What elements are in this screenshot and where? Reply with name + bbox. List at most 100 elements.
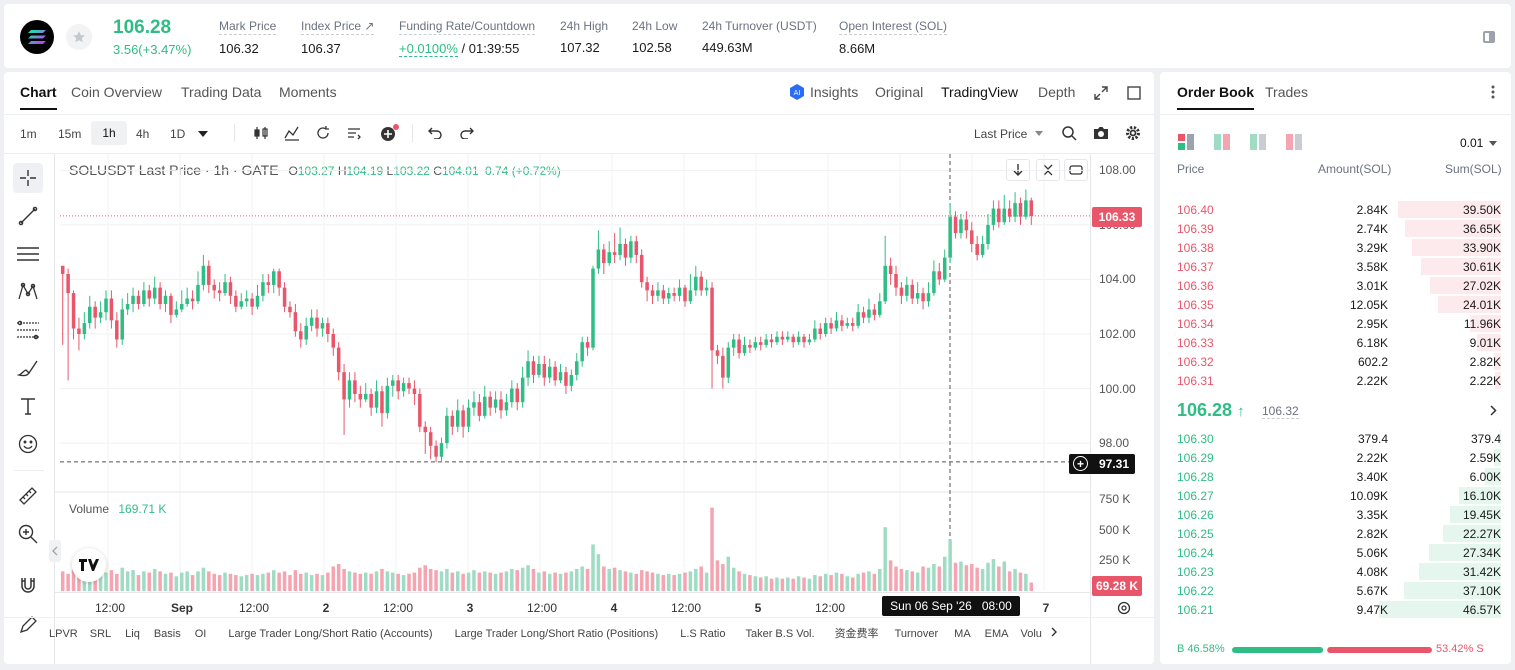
favorite-star-icon[interactable]	[66, 24, 92, 50]
add-plus-icon[interactable]	[378, 123, 400, 143]
indicator-item[interactable]: Large Trader Long/Short Ratio (Accounts)	[228, 628, 433, 640]
ruler-icon[interactable]	[13, 481, 43, 511]
stat-open-interest[interactable]: Open Interest (SOL) 8.66M	[839, 19, 948, 56]
view-bids-icon[interactable]	[1249, 134, 1267, 150]
indicator-item[interactable]: Liq	[125, 628, 140, 640]
brush-icon[interactable]	[13, 353, 43, 383]
chevron-down-icon[interactable]	[1488, 139, 1498, 147]
interval-1d[interactable]: 1D	[170, 127, 186, 141]
ask-row[interactable]: 106.32 602.2 2.82K	[1160, 352, 1511, 371]
candle	[737, 334, 741, 359]
indicator-item[interactable]: EMA	[984, 628, 1009, 640]
window-icon[interactable]	[1124, 83, 1144, 103]
bid-row[interactable]: 106.27 10.09K 16.10K	[1160, 486, 1511, 505]
zoom-in-icon[interactable]	[13, 519, 43, 549]
tab-trading-data[interactable]: Trading Data	[181, 84, 262, 100]
template-icon[interactable]	[345, 124, 363, 142]
view-tab-original[interactable]: Original	[875, 84, 924, 100]
indicator-item[interactable]: LPVR	[49, 628, 78, 640]
tab-coin-overview[interactable]: Coin Overview	[71, 84, 163, 100]
bid-row[interactable]: 106.24 5.06K 27.34K	[1160, 543, 1511, 562]
ask-row[interactable]: 106.34 2.95K 11.96K	[1160, 314, 1511, 333]
chevron-down-icon[interactable]	[1034, 129, 1044, 137]
interval-4h[interactable]: 4h	[136, 127, 150, 141]
ask-row[interactable]: 106.31 2.22K 2.22K	[1160, 371, 1511, 390]
ai-insights-icon[interactable]: AI	[788, 83, 806, 101]
bid-row[interactable]: 106.30 379.4 379.4	[1160, 429, 1511, 448]
indicator-item[interactable]: Taker B.S Vol.	[745, 628, 815, 640]
undo-icon[interactable]	[426, 124, 444, 142]
indicator-item[interactable]: SRL	[89, 628, 112, 640]
indicator-item[interactable]: 资金费率	[834, 628, 879, 640]
more-vertical-icon[interactable]	[1484, 83, 1502, 101]
stat-funding-rate[interactable]: Funding Rate/Countdown +0.0100% / 01:39:…	[399, 19, 536, 57]
ask-row[interactable]: 106.36 3.01K 27.02K	[1160, 276, 1511, 295]
collapse-toolbar-icon[interactable]	[49, 540, 61, 562]
indicator-item[interactable]: Large Trader Long/Short Ratio (Positions…	[454, 628, 659, 640]
view-split-icon[interactable]	[1213, 134, 1231, 150]
tradingview-logo-icon[interactable]	[72, 548, 106, 582]
indicator-item[interactable]: Turnover	[894, 628, 939, 640]
price-axis[interactable]	[1090, 154, 1154, 664]
search-icon[interactable]	[1060, 124, 1078, 142]
interval-1m[interactable]: 1m	[20, 127, 37, 141]
stat-mark-price[interactable]: Mark Price 106.32	[219, 19, 277, 56]
precision-select[interactable]: 0.01	[1460, 136, 1484, 150]
price-chart[interactable]	[4, 154, 1154, 664]
bid-row[interactable]: 106.22 5.67K 37.10K	[1160, 581, 1511, 600]
chevron-right-icon[interactable]	[1048, 625, 1060, 639]
expand-icon[interactable]	[1091, 83, 1111, 103]
bid-row[interactable]: 106.21 9.47K 46.57K	[1160, 600, 1511, 619]
candle-type-icon[interactable]	[252, 124, 270, 142]
view-tab-tradingview[interactable]: TradingView	[941, 84, 1019, 100]
text-icon[interactable]	[13, 391, 43, 421]
ask-row[interactable]: 106.33 6.18K 9.01K	[1160, 333, 1511, 352]
trend-line-icon[interactable]	[13, 201, 43, 231]
book-icon[interactable]	[1478, 26, 1500, 48]
tab-chart[interactable]: Chart	[20, 84, 57, 110]
bid-row[interactable]: 106.29 2.22K 2.59K	[1160, 448, 1511, 467]
ask-row[interactable]: 106.37 3.58K 30.61K	[1160, 257, 1511, 276]
ask-row[interactable]: 106.40 2.84K 39.50K	[1160, 200, 1511, 219]
chevron-right-icon[interactable]	[1486, 403, 1500, 417]
pattern-icon[interactable]	[13, 277, 43, 307]
view-tab-insights[interactable]: Insights	[810, 84, 859, 100]
redo-icon[interactable]	[458, 124, 476, 142]
crosshair-icon[interactable]	[13, 163, 43, 193]
horizontal-lines-icon[interactable]	[13, 239, 43, 269]
interval-1h[interactable]: 1h	[91, 121, 127, 145]
interval-15m[interactable]: 15m	[58, 127, 82, 141]
indicator-item[interactable]: Volu	[1020, 628, 1042, 640]
bid-row[interactable]: 106.23 4.08K 31.42K	[1160, 562, 1511, 581]
stat-index-price[interactable]: Index Price ↗ 106.37	[301, 19, 375, 56]
view-asks-icon[interactable]	[1285, 134, 1303, 150]
camera-icon[interactable]	[1092, 124, 1110, 142]
bid-row[interactable]: 106.25 2.82K 22.27K	[1160, 524, 1511, 543]
tab-trades[interactable]: Trades	[1265, 84, 1309, 100]
indicator-item[interactable]: MA	[954, 628, 971, 640]
replay-icon[interactable]	[314, 124, 332, 142]
volume-bar	[423, 565, 428, 591]
bid-row[interactable]: 106.26 3.35K 19.45K	[1160, 505, 1511, 524]
tab-moments[interactable]: Moments	[279, 84, 337, 100]
indicator-item[interactable]: OI	[194, 628, 207, 640]
add-alert-icon[interactable]: +	[1073, 456, 1088, 471]
indicator-item[interactable]: L.S Ratio	[680, 628, 726, 640]
ask-row[interactable]: 106.39 2.74K 36.65K	[1160, 219, 1511, 238]
price-type-select[interactable]: Last Price	[974, 127, 1028, 141]
ask-row[interactable]: 106.38 3.29K 33.90K	[1160, 238, 1511, 257]
magnet-icon[interactable]	[13, 570, 43, 600]
ask-row[interactable]: 106.35 12.05K 24.01K	[1160, 295, 1511, 314]
fib-retracement-icon[interactable]	[13, 315, 43, 345]
pencil-lock-icon[interactable]	[13, 610, 43, 640]
tab-order-book[interactable]: Order Book	[1177, 84, 1255, 110]
emoji-icon[interactable]	[13, 429, 43, 459]
view-both-icon[interactable]	[1177, 134, 1195, 150]
indicator-item[interactable]: Basis	[153, 628, 181, 640]
reset-target-icon[interactable]	[1116, 600, 1132, 616]
gear-icon[interactable]	[1124, 124, 1142, 142]
bid-row[interactable]: 106.28 3.40K 6.00K	[1160, 467, 1511, 486]
indicators-icon[interactable]	[283, 124, 301, 142]
view-tab-depth[interactable]: Depth	[1038, 84, 1076, 100]
chevron-down-icon[interactable]	[196, 127, 210, 141]
